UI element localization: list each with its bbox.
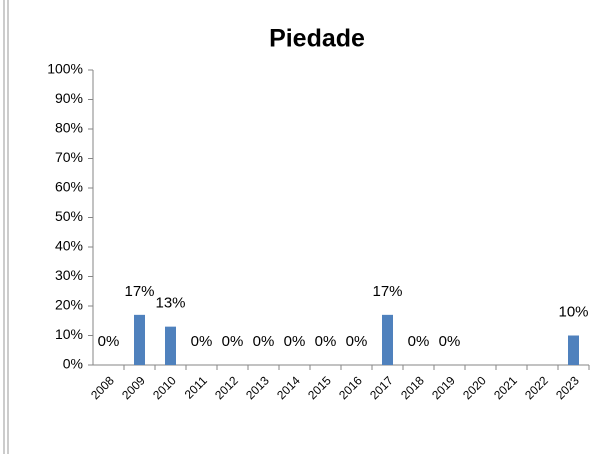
x-tick-label: 2014	[274, 373, 303, 402]
value-label: 0%	[346, 333, 368, 350]
x-tick-label: 2019	[429, 373, 458, 402]
x-tick-label: 2020	[460, 373, 489, 402]
y-tick-label: 40%	[55, 238, 83, 254]
x-tick-label: 2022	[522, 373, 551, 402]
y-tick-label: 60%	[55, 179, 83, 195]
value-label: 0%	[315, 333, 337, 350]
bar	[568, 335, 579, 365]
value-label: 10%	[558, 303, 588, 320]
chart-title: Piedade	[269, 25, 365, 53]
x-tick-label: 2011	[182, 373, 210, 401]
bar	[382, 314, 393, 365]
y-tick-label: 0%	[63, 356, 83, 372]
x-tick-label: 2017	[367, 373, 396, 402]
x-tick-label: 2012	[212, 373, 241, 402]
y-tick-label: 10%	[55, 326, 83, 342]
y-tick-label: 90%	[55, 90, 83, 106]
value-label: 17%	[124, 283, 154, 300]
value-label: 13%	[155, 295, 185, 312]
x-tick-label: 2013	[243, 373, 272, 402]
value-label: 0%	[253, 333, 275, 350]
x-tick-label: 2008	[88, 373, 117, 402]
x-tick-label: 2010	[150, 373, 179, 402]
value-label: 0%	[191, 333, 213, 350]
value-label: 0%	[408, 333, 430, 350]
y-tick-label: 100%	[47, 61, 83, 77]
value-label: 0%	[98, 333, 120, 350]
y-tick-label: 50%	[55, 208, 83, 224]
y-tick-label: 30%	[55, 267, 83, 283]
value-label: 0%	[284, 333, 306, 350]
x-tick-label: 2015	[305, 373, 334, 402]
x-tick-label: 2023	[553, 373, 582, 402]
y-tick-label: 70%	[55, 149, 83, 165]
x-tick-label: 2009	[119, 373, 148, 402]
bar	[165, 326, 176, 365]
x-tick-label: 2018	[398, 373, 427, 402]
x-tick-label: 2016	[336, 373, 365, 402]
bar	[134, 314, 145, 365]
y-tick-label: 20%	[55, 297, 83, 313]
x-tick-label: 2021	[491, 373, 520, 402]
value-label: 17%	[372, 283, 402, 300]
y-tick-label: 80%	[55, 120, 83, 136]
value-label: 0%	[222, 333, 244, 350]
value-label: 0%	[439, 333, 461, 350]
